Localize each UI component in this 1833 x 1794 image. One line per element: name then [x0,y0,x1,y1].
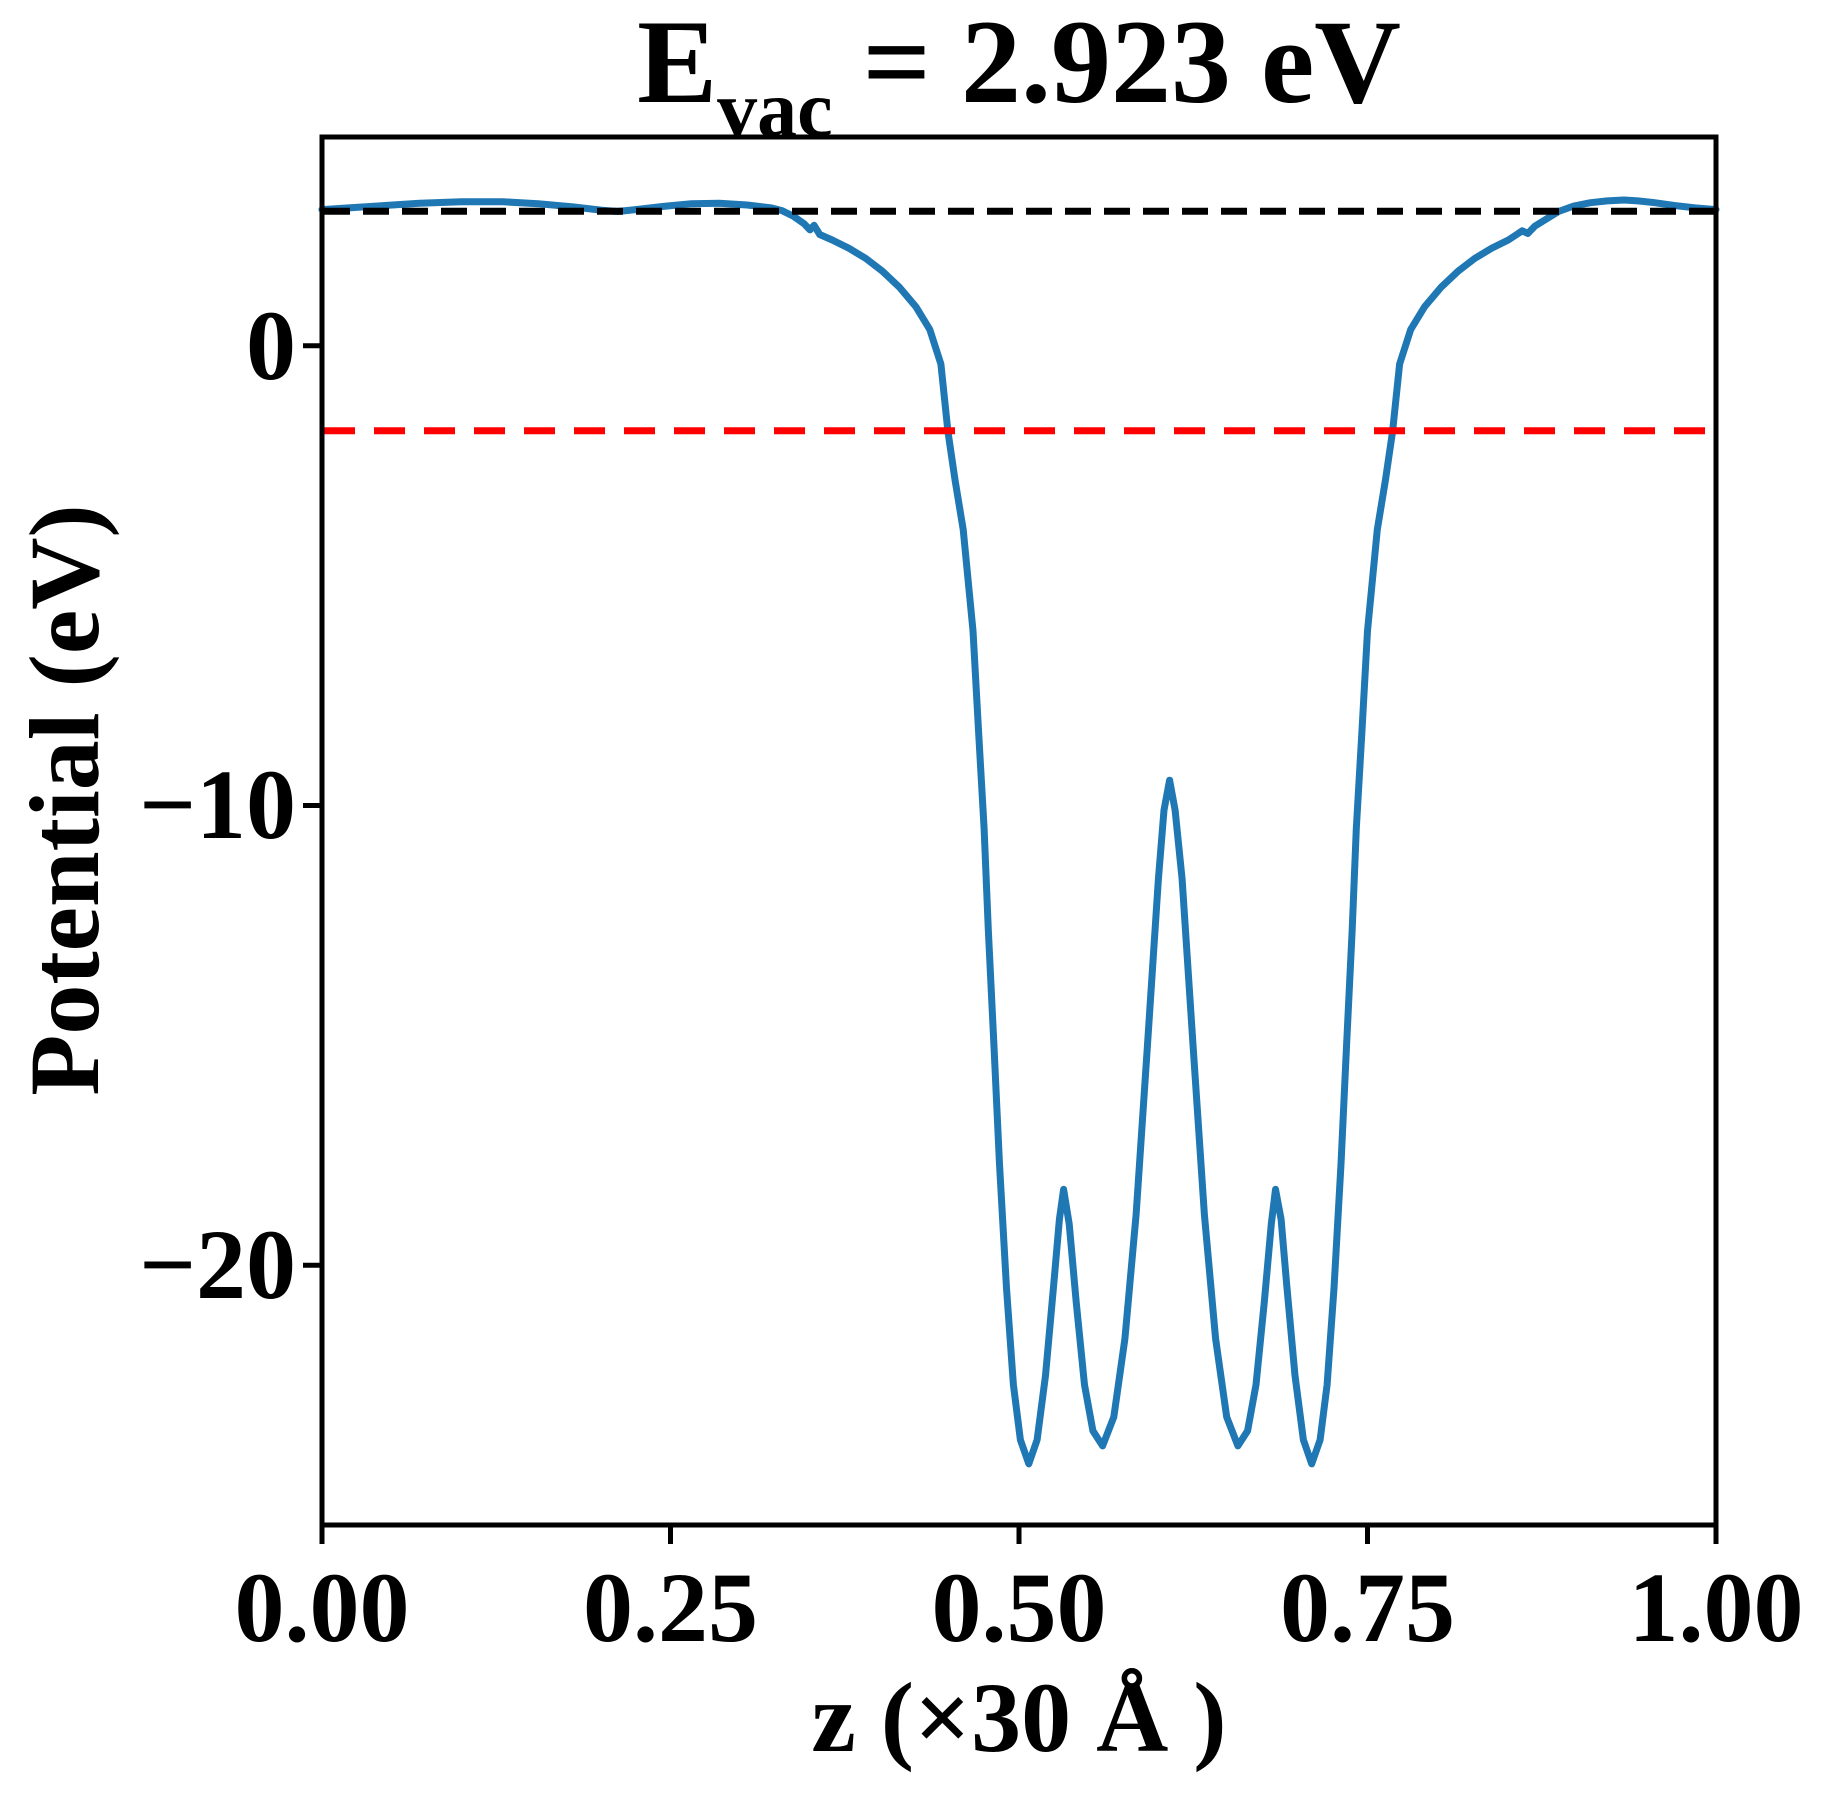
title-suffix: = 2.923 eV [832,0,1401,128]
planar-averaged-potential [318,196,1720,1468]
title-subscript: vac [717,66,833,154]
x-tick-label: 0.75 [1280,1552,1455,1663]
chart-title: Evac = 2.923 eV [322,0,1716,154]
title-prefix: E [637,0,718,128]
y-tick-label: 0 [246,289,296,401]
x-tick-label: 0.25 [583,1552,758,1663]
axes-spines [319,134,1719,1528]
x-axis-label: z (×30 Å ) [811,1662,1227,1773]
x-tick-label: 1.00 [1628,1552,1804,1663]
y-tick-label: −20 [139,1209,296,1321]
x-tick-label: 0.50 [931,1552,1107,1663]
x-tick-label: 0.00 [234,1552,410,1663]
y-tick-label: −10 [139,749,296,861]
